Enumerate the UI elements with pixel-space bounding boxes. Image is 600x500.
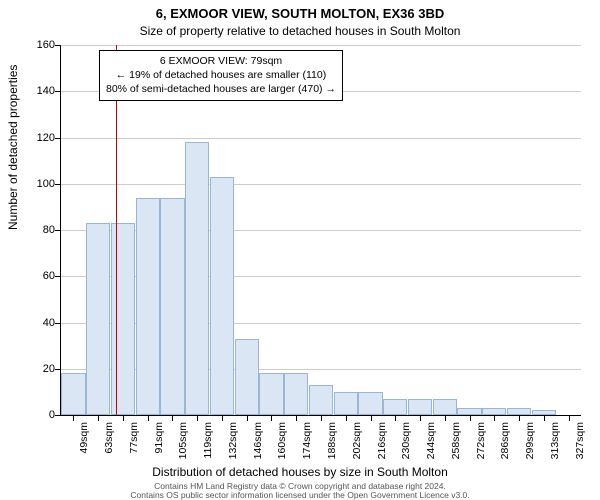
x-tick xyxy=(569,415,570,421)
x-tick xyxy=(470,415,471,421)
y-tick xyxy=(55,91,61,92)
info-box-line: 6 EXMOOR VIEW: 79sqm xyxy=(106,54,336,68)
x-tick xyxy=(197,415,198,421)
x-tick xyxy=(494,415,495,421)
histogram-bar xyxy=(259,373,283,415)
x-tick xyxy=(420,415,421,421)
histogram-bar xyxy=(235,339,259,415)
chart-title-sub: Size of property relative to detached ho… xyxy=(0,24,600,38)
plot-area: 02040608010012014016049sqm63sqm77sqm91sq… xyxy=(60,45,581,416)
y-tick xyxy=(55,415,61,416)
y-tick-label: 80 xyxy=(25,224,55,236)
histogram-bar xyxy=(408,399,432,415)
footer-attribution: Contains HM Land Registry data © Crown c… xyxy=(0,482,600,500)
info-box-line: 80% of semi-detached houses are larger (… xyxy=(106,82,336,96)
info-box-line: ← 19% of detached houses are smaller (11… xyxy=(106,68,336,82)
x-tick xyxy=(544,415,545,421)
info-box: 6 EXMOOR VIEW: 79sqm← 19% of detached ho… xyxy=(99,50,343,101)
histogram-bar xyxy=(111,223,135,415)
x-tick xyxy=(271,415,272,421)
y-tick-label: 20 xyxy=(25,363,55,375)
histogram-bar xyxy=(309,385,333,415)
x-tick xyxy=(346,415,347,421)
chart-title-main: 6, EXMOOR VIEW, SOUTH MOLTON, EX36 3BD xyxy=(0,6,600,21)
x-tick xyxy=(395,415,396,421)
histogram-bar xyxy=(482,408,506,415)
y-tick xyxy=(55,45,61,46)
y-tick-label: 40 xyxy=(25,317,55,329)
x-tick xyxy=(123,415,124,421)
y-tick xyxy=(55,369,61,370)
histogram-bar xyxy=(507,408,531,415)
y-axis-label: Number of detached properties xyxy=(6,65,20,230)
histogram-bar xyxy=(457,408,481,415)
x-tick xyxy=(445,415,446,421)
y-tick-label: 0 xyxy=(25,409,55,421)
histogram-bar xyxy=(334,392,358,415)
y-tick-label: 100 xyxy=(25,178,55,190)
x-tick xyxy=(321,415,322,421)
x-axis-label: Distribution of detached houses by size … xyxy=(0,465,600,479)
x-tick xyxy=(98,415,99,421)
histogram-bar xyxy=(358,392,382,415)
x-tick xyxy=(296,415,297,421)
x-tick xyxy=(222,415,223,421)
histogram-bar xyxy=(61,373,85,415)
histogram-bar xyxy=(433,399,457,415)
x-tick xyxy=(73,415,74,421)
y-tick xyxy=(55,230,61,231)
x-tick xyxy=(172,415,173,421)
x-tick xyxy=(148,415,149,421)
y-tick xyxy=(55,184,61,185)
x-tick xyxy=(371,415,372,421)
histogram-bar xyxy=(160,198,184,415)
y-tick xyxy=(55,138,61,139)
x-tick xyxy=(247,415,248,421)
grid-line xyxy=(61,45,581,46)
grid-line xyxy=(61,138,581,139)
y-tick-label: 60 xyxy=(25,270,55,282)
y-tick xyxy=(55,276,61,277)
histogram-bar xyxy=(86,223,110,415)
histogram-bar xyxy=(136,198,160,415)
y-tick-label: 120 xyxy=(25,132,55,144)
footer-line-2: Contains OS public sector information li… xyxy=(130,490,469,500)
y-tick-label: 160 xyxy=(25,39,55,51)
chart-container: 6, EXMOOR VIEW, SOUTH MOLTON, EX36 3BD S… xyxy=(0,0,600,500)
y-tick-label: 140 xyxy=(25,85,55,97)
y-tick xyxy=(55,323,61,324)
x-tick xyxy=(519,415,520,421)
histogram-bar xyxy=(210,177,234,415)
histogram-bar xyxy=(284,373,308,415)
histogram-bar xyxy=(185,142,209,415)
histogram-bar xyxy=(383,399,407,415)
grid-line xyxy=(61,184,581,185)
